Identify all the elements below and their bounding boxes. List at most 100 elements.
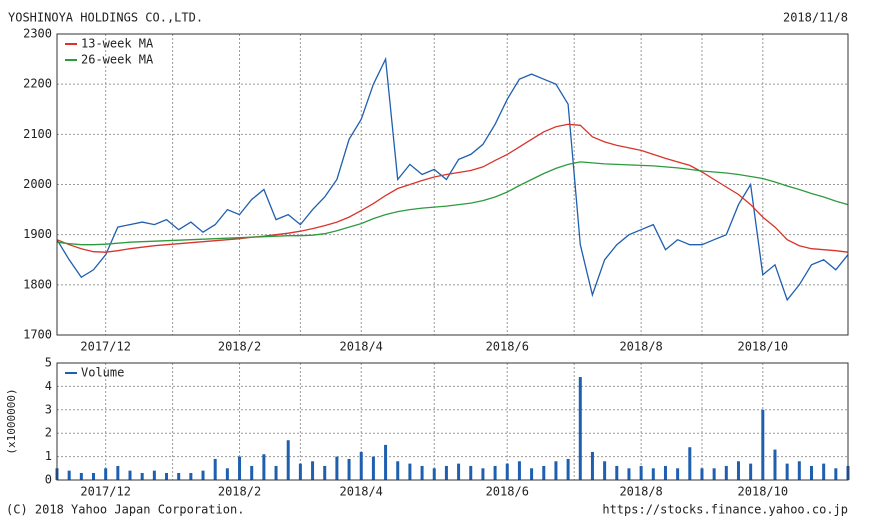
volume-bar bbox=[165, 472, 169, 480]
volume-bar bbox=[432, 468, 436, 480]
x-tick-label: 2018/10 bbox=[738, 340, 789, 354]
volume-bar bbox=[627, 468, 631, 480]
volume-bar bbox=[286, 440, 290, 480]
volume-bar bbox=[420, 465, 424, 480]
copyright: (C) 2018 Yahoo Japan Corporation. bbox=[6, 503, 244, 517]
volume-bar bbox=[749, 463, 753, 480]
volume-bar bbox=[834, 468, 838, 480]
volume-bar bbox=[335, 456, 339, 480]
volume-bar bbox=[323, 465, 327, 480]
x-tick-label: 2018/6 bbox=[486, 485, 529, 499]
y-tick-label: 2200 bbox=[23, 77, 52, 91]
volume-bar bbox=[517, 461, 521, 480]
volume-bar bbox=[262, 454, 266, 480]
volume-bar bbox=[493, 465, 497, 480]
volume-bar bbox=[408, 463, 412, 480]
volume-bar bbox=[663, 465, 667, 480]
x-tick-label: 2018/10 bbox=[738, 485, 789, 499]
volume-bar bbox=[384, 444, 388, 480]
plot-frame bbox=[56, 362, 849, 481]
volume-bar bbox=[189, 472, 193, 480]
volume-bar bbox=[457, 463, 461, 480]
y-tick-label: 0 bbox=[45, 473, 52, 487]
plot-frame bbox=[56, 33, 849, 336]
y-tick-label: 1 bbox=[45, 449, 52, 463]
volume-bar bbox=[505, 463, 509, 480]
x-tick-label: 2018/8 bbox=[619, 340, 662, 354]
x-tick-label: 2018/4 bbox=[340, 340, 383, 354]
volume-bar bbox=[225, 468, 229, 480]
volume-bar bbox=[92, 472, 96, 480]
y-tick-label: 2 bbox=[45, 426, 52, 440]
volume-bar bbox=[603, 461, 607, 480]
x-tick-label: 2018/2 bbox=[218, 340, 261, 354]
volume-bar bbox=[371, 456, 375, 480]
y-tick-label: 1700 bbox=[23, 328, 52, 342]
volume-bar bbox=[578, 377, 582, 480]
volume-bar bbox=[298, 463, 302, 480]
price-line bbox=[56, 161, 849, 246]
volume-bar bbox=[250, 465, 254, 480]
volume-bar bbox=[311, 461, 315, 480]
volume-bar bbox=[736, 461, 740, 480]
volume-bar bbox=[712, 468, 716, 480]
y-tick-label: 5 bbox=[45, 356, 52, 370]
volume-bar bbox=[104, 468, 108, 480]
volume-bar bbox=[530, 468, 534, 480]
price-line bbox=[56, 56, 849, 302]
y-tick-label: 2000 bbox=[23, 177, 52, 191]
volume-bar bbox=[79, 472, 83, 480]
volume-bar bbox=[213, 458, 217, 480]
legend-label: Volume bbox=[81, 366, 124, 380]
volume-bar bbox=[688, 447, 692, 480]
legend-label: 13-week MA bbox=[81, 37, 154, 51]
volume-bar bbox=[542, 465, 546, 480]
y-axis-label: (x1000000) bbox=[5, 388, 18, 454]
volume-bar bbox=[566, 458, 570, 480]
volume-bar bbox=[785, 463, 789, 480]
volume-bar bbox=[651, 468, 655, 480]
volume-bar bbox=[67, 470, 71, 480]
volume-bar bbox=[396, 461, 400, 480]
volume-bar bbox=[177, 472, 181, 480]
company-title: YOSHINOYA HOLDINGS CO.,LTD. bbox=[8, 11, 203, 25]
volume-bar bbox=[116, 465, 120, 480]
volume-bar bbox=[359, 451, 363, 480]
volume-bar bbox=[639, 465, 643, 480]
volume-bar bbox=[347, 458, 351, 480]
volume-bar bbox=[773, 449, 777, 480]
volume-bar bbox=[201, 470, 205, 480]
volume-bar bbox=[724, 465, 728, 480]
volume-bar bbox=[152, 470, 156, 480]
volume-bar bbox=[700, 468, 704, 480]
volume-bar bbox=[554, 461, 558, 480]
volume-bar bbox=[761, 409, 765, 480]
x-tick-label: 2017/12 bbox=[80, 485, 131, 499]
volume-bar bbox=[797, 461, 801, 480]
y-tick-label: 1800 bbox=[23, 277, 52, 291]
y-tick-label: 1900 bbox=[23, 227, 52, 241]
volume-bar bbox=[444, 465, 448, 480]
source-url: https://stocks.finance.yahoo.co.jp bbox=[602, 503, 848, 517]
volume-bar bbox=[128, 470, 132, 480]
y-tick-label: 2300 bbox=[23, 27, 52, 41]
x-tick-label: 2018/6 bbox=[486, 340, 529, 354]
x-tick-label: 2018/2 bbox=[218, 485, 261, 499]
y-tick-label: 3 bbox=[45, 402, 52, 416]
chart-date: 2018/11/8 bbox=[783, 11, 848, 25]
volume-bar bbox=[676, 468, 680, 480]
y-tick-label: 4 bbox=[45, 379, 52, 393]
x-tick-label: 2018/8 bbox=[619, 485, 662, 499]
volume-bar bbox=[481, 468, 485, 480]
price-line bbox=[56, 123, 849, 253]
volume-bar bbox=[274, 465, 278, 480]
legend-label: 26-week MA bbox=[81, 53, 154, 67]
volume-bar bbox=[469, 465, 473, 480]
volume-bar bbox=[615, 465, 619, 480]
y-tick-label: 2100 bbox=[23, 127, 52, 141]
volume-bar bbox=[140, 472, 144, 480]
volume-bar bbox=[590, 451, 594, 480]
volume-bar bbox=[822, 463, 826, 480]
volume-bar bbox=[238, 456, 242, 480]
